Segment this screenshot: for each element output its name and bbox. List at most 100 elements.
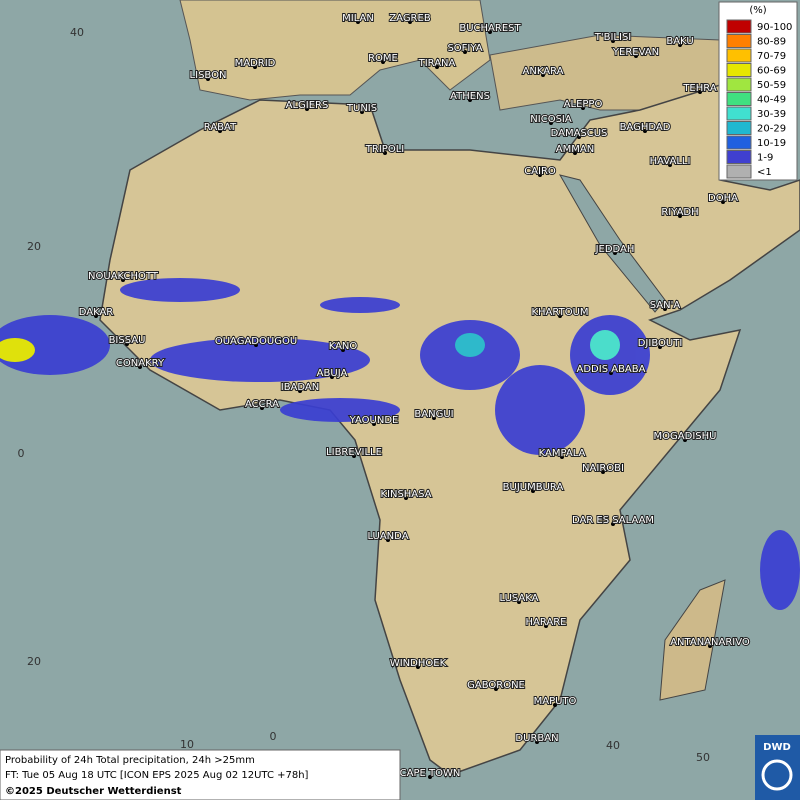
city-dot [698,90,702,94]
city-dot [609,371,613,375]
city-dot [254,343,258,347]
city-dot [611,522,615,526]
city-dot [634,54,638,58]
city-dot [206,77,210,81]
city-dot [611,39,615,43]
legend-label: 90-100 [757,22,792,33]
city-dot [435,65,439,69]
city-dot [356,20,360,24]
city-dot [581,106,585,110]
legend-swatch [726,34,752,48]
city-label: ADDIS ABABA [577,364,646,375]
city-label: YEREVAN [612,47,659,58]
precip-area [760,530,800,610]
city-label: HARARE [525,617,566,628]
city-label: DAKAR [79,307,114,318]
city-label: CONAKRY [116,358,165,369]
city-label: DOHA [708,193,738,204]
precip-area [0,315,110,375]
city-dot [708,644,712,648]
city-dot [298,389,302,393]
footer-line: FT: Tue 05 Aug 18 UTC [ICON EPS 2025 Aug… [5,770,309,781]
city-label: T'BILISI [594,32,631,43]
city-label: TUNIS [346,103,377,114]
city-dot [352,454,356,458]
city-dot [601,470,605,474]
logo-icon [761,759,793,791]
city-label: IBADAN [281,382,320,393]
city-dot [341,348,345,352]
city-dot [683,438,687,442]
city-dot [558,314,562,318]
legend: (%) 90-100 80-89 70-79 60-69 50-59 40-49 30-39… [718,1,798,181]
city-label: BUJUMBURA [503,482,564,493]
lat-label: 40 [70,26,84,39]
city-label: ANTANANARIVO [670,637,750,648]
city-label: BAKU [666,36,693,47]
city-label: NICOSIA [530,114,572,125]
legend-label: 50-59 [757,80,786,91]
city-label: KANO [329,341,358,352]
city-dot [573,151,577,155]
city-dot [541,73,545,77]
city-label: RIYADH [661,207,698,218]
city-dot [678,43,682,47]
city-label: AMMAN [556,144,594,155]
lon-label: 50 [696,751,710,764]
city-dot [428,775,432,779]
city-label: KHARTOUM [531,307,588,318]
city-label: LUANDA [367,531,408,542]
precip-area [495,365,585,455]
city-label: NOUAKCHOTT [88,271,159,282]
city-dot [463,50,467,54]
city-dot [121,278,125,282]
city-label: LIBREVILLE [326,447,382,458]
city-label: SAN'A [650,300,681,311]
legend-swatch [726,164,752,179]
city-dot [125,342,129,346]
city-dot [330,375,334,379]
city-label: TRIPOLI [365,144,404,155]
city-label: CAPE TOWN [400,768,461,779]
lon-label: 10 [180,738,194,751]
city-dot [372,422,376,426]
city-dot [305,107,309,111]
city-label: DAMASCUS [551,128,608,139]
city-dot [494,687,498,691]
legend-swatch [726,48,752,63]
city-dot [253,65,257,69]
lon-label: 40 [606,739,620,752]
city-label: ALGIERS [286,100,329,111]
city-label: DJIBOUTI [638,338,683,349]
city-label: GABORONE [467,680,525,691]
europe [179,0,491,101]
precip-core [455,333,485,357]
city-dot [643,129,647,133]
city-label: LISBON [190,70,227,81]
city-label: DAR ES SALAAM [572,515,654,526]
city-dot [535,740,539,744]
legend-label: 1-9 [757,153,773,164]
legend-label: 30-39 [757,109,786,120]
lat-label: 20 [27,240,41,253]
legend-swatch [726,19,752,34]
legend-swatch [726,63,752,77]
city-label: BAGHDAD [620,122,671,133]
city-dot [218,129,222,133]
city-label: DURBAN [515,733,558,744]
city-label: MOGADISHU [654,431,717,442]
city-label: BUCHAREST [459,23,521,34]
precipitation [0,278,800,610]
city-label: ATHENS [450,91,490,102]
city-dot [260,406,264,410]
city-label: KINSHASA [380,489,431,500]
legend-swatch [726,135,752,150]
city-label: ACCRA [245,399,279,410]
city-dot [721,200,725,204]
city-dot [560,455,564,459]
legend-swatch [726,106,752,121]
city-label: ABUJA [317,368,348,379]
city-dot [386,538,390,542]
legend-label: 80-89 [757,37,786,48]
